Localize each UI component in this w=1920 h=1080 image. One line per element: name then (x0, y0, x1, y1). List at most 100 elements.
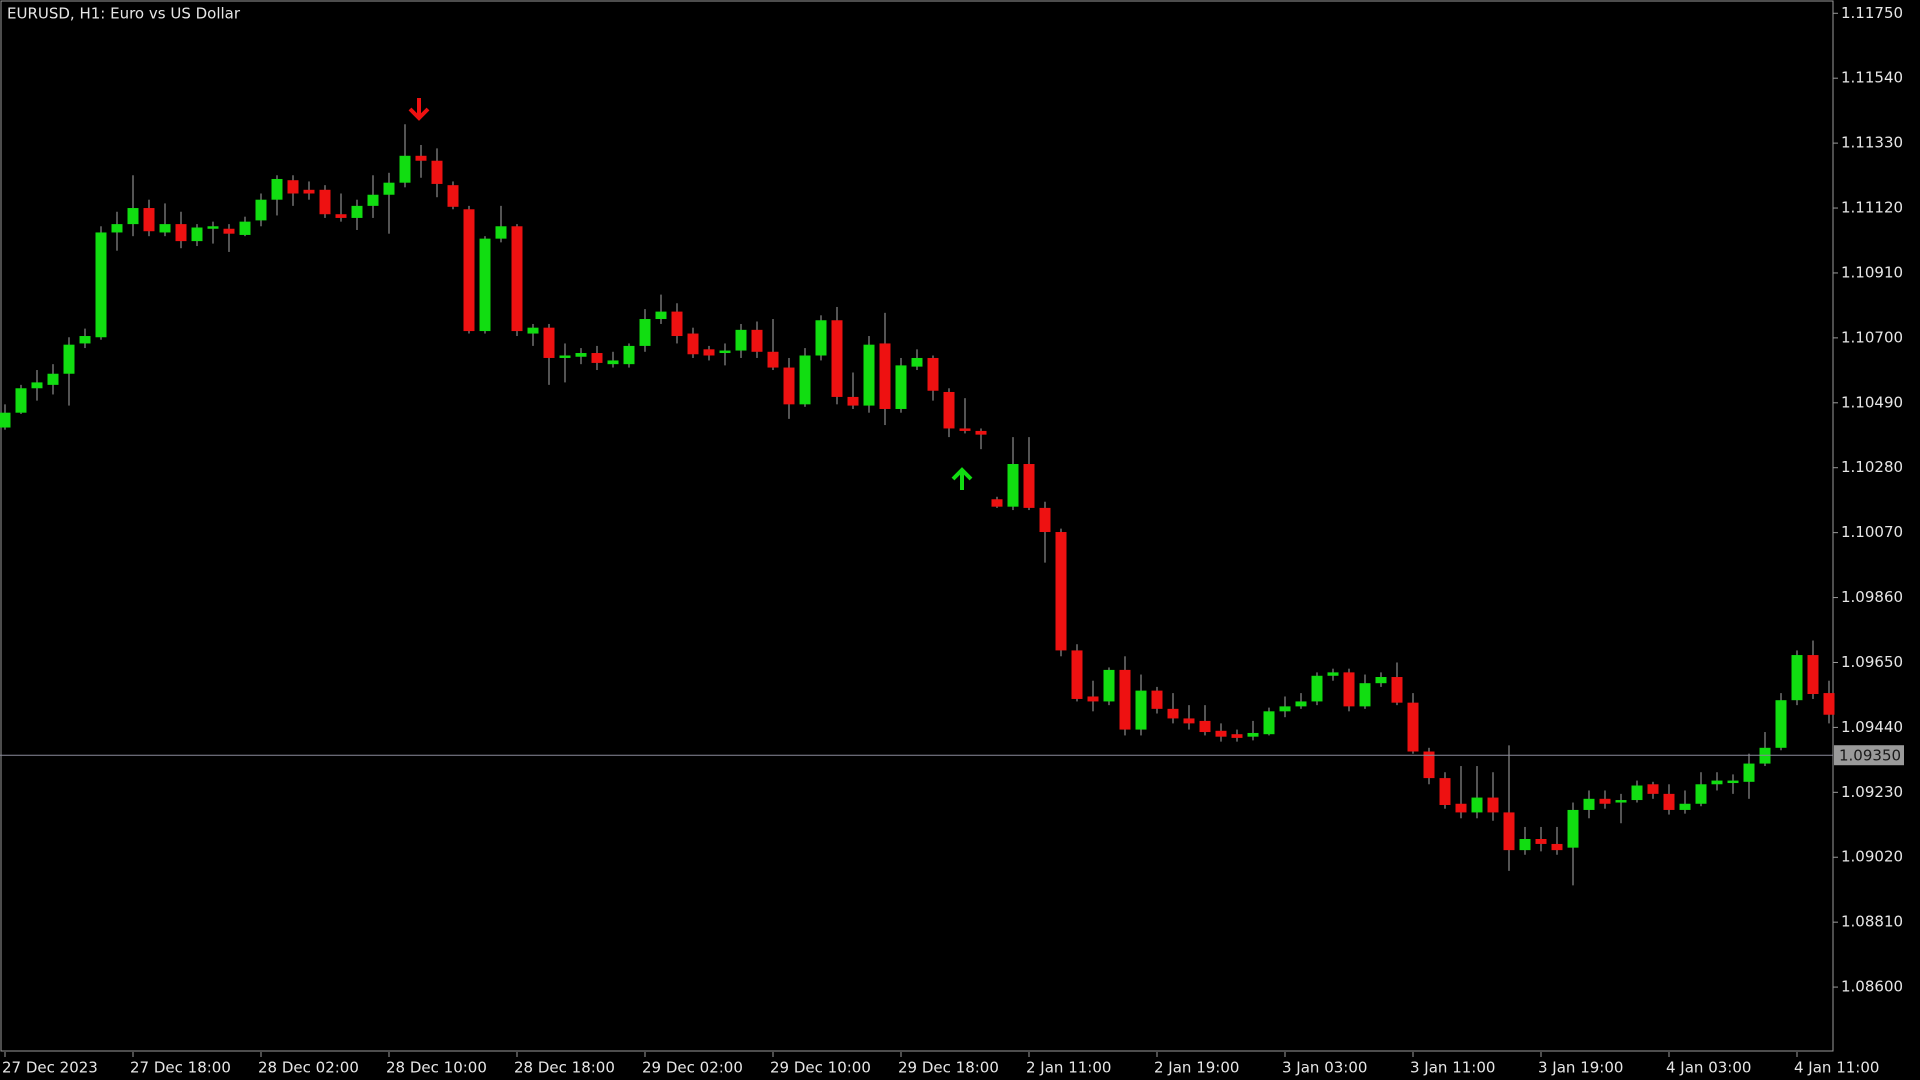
candle-body (687, 333, 699, 355)
candle-body (559, 355, 571, 358)
candle-body (0, 412, 11, 428)
candle-body (1151, 690, 1163, 709)
candle-body (1599, 798, 1611, 804)
candle-body (1455, 803, 1467, 813)
candle-body (1183, 718, 1195, 724)
candle-body (943, 391, 955, 429)
candle-body (575, 353, 587, 357)
plot-frame (0, 0, 1834, 1052)
plot-layer: 1.11750 1.11540 1.11330 1.11120 1.10910 1.107… (0, 4, 1904, 1077)
candle-body (1247, 732, 1259, 737)
candle-body (479, 238, 491, 332)
candle-body (1695, 784, 1707, 804)
candle-body (1023, 464, 1035, 508)
candle-body (1551, 843, 1563, 851)
x-tick-label: 2 Jan 11:00 (1026, 1059, 1111, 1077)
candle-body (527, 327, 539, 334)
x-tick-label: 4 Jan 03:00 (1666, 1059, 1751, 1077)
candle-body (1039, 507, 1051, 533)
candle-body (1775, 700, 1787, 748)
candle-body (255, 199, 267, 221)
candle-body (767, 351, 779, 368)
candle-body (1647, 784, 1659, 794)
candle-body (655, 311, 667, 320)
candle-body (1807, 655, 1819, 695)
x-tick-label: 28 Dec 10:00 (386, 1059, 487, 1077)
candle-body (159, 224, 171, 233)
candle-body (63, 344, 75, 374)
candle-body (127, 208, 139, 225)
candle-body (319, 189, 331, 215)
x-tick-label: 29 Dec 18:00 (898, 1059, 999, 1077)
candle-body (303, 189, 315, 194)
candle-body (719, 350, 731, 354)
candle-body (143, 208, 155, 232)
candle-body (703, 349, 715, 356)
current-price-label: 1.09350 (1839, 747, 1901, 765)
candle-body (1375, 677, 1387, 684)
candle-body (863, 344, 875, 406)
candle-body (591, 353, 603, 363)
candle-body (1615, 800, 1627, 803)
candle-body (95, 232, 107, 338)
candle-body (287, 180, 299, 194)
candle-body (1391, 677, 1403, 703)
candle-body (1503, 812, 1515, 851)
candle-body (975, 430, 987, 435)
y-tick-label: 1.09230 (1841, 783, 1903, 801)
candle-body (735, 329, 747, 351)
candle-body (1679, 803, 1691, 810)
candle-body (335, 214, 347, 218)
candle-body (1359, 683, 1371, 707)
x-tick-label: 29 Dec 10:00 (770, 1059, 871, 1077)
candle-body (671, 311, 683, 337)
candle-body (511, 226, 523, 332)
candle-body (1631, 785, 1643, 801)
candle-body (1215, 730, 1227, 737)
candle-body (607, 360, 619, 365)
candle-body (783, 367, 795, 405)
candle-body (639, 319, 651, 346)
y-tick-label: 1.09860 (1841, 588, 1903, 606)
candle-body (1567, 809, 1579, 848)
current-price-box (1834, 745, 1904, 766)
candle-body (1263, 711, 1275, 735)
candle-body (207, 226, 219, 229)
y-tick-label: 1.10280 (1841, 458, 1903, 476)
candle-body (927, 357, 939, 391)
y-tick-label: 1.11120 (1841, 199, 1903, 217)
candle-body (463, 209, 475, 332)
candle-body (1487, 797, 1499, 813)
candle-body (1103, 669, 1115, 702)
x-tick-label: 3 Jan 03:00 (1282, 1059, 1367, 1077)
candle-body (1007, 464, 1019, 507)
candle-body (15, 388, 27, 413)
candle-body (1311, 675, 1323, 702)
candle-body (271, 178, 283, 200)
y-tick-label: 1.10910 (1841, 263, 1903, 281)
x-tick-label: 27 Dec 2023 (2, 1059, 98, 1077)
candle-body (1791, 655, 1803, 701)
y-tick-label: 1.09650 (1841, 653, 1903, 671)
candle-body (1199, 720, 1211, 733)
y-tick-label: 1.11540 (1841, 69, 1903, 87)
candle-body (1167, 708, 1179, 719)
candle-body (751, 329, 763, 352)
x-tick-label: 3 Jan 11:00 (1410, 1059, 1495, 1077)
sell-arrow (408, 98, 430, 121)
y-tick-label: 1.09020 (1841, 848, 1903, 866)
candle-body (383, 182, 395, 195)
candle-body (1823, 693, 1835, 715)
x-tick-label: 28 Dec 02:00 (258, 1059, 359, 1077)
candle-body (367, 194, 379, 206)
x-tick-label: 3 Jan 19:00 (1538, 1059, 1623, 1077)
candle-body (1583, 798, 1595, 810)
candle-body (415, 155, 427, 161)
candle-body (911, 357, 923, 367)
candle-body (991, 499, 1003, 507)
x-tick-label: 28 Dec 18:00 (514, 1059, 615, 1077)
candle-body (847, 396, 859, 406)
candle-body (815, 320, 827, 356)
y-tick-label: 1.11330 (1841, 134, 1903, 152)
